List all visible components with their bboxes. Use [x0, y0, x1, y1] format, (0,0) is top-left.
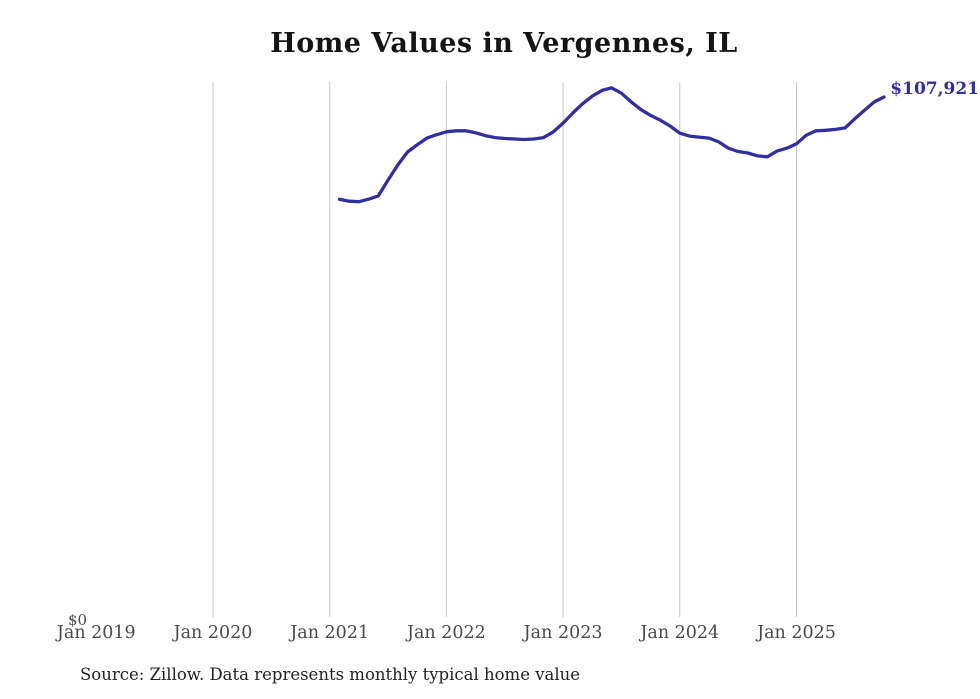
source-note: Source: Zillow. Data represents monthly … [80, 665, 581, 684]
year-gridlines [212, 82, 797, 617]
latest-value-label: $107,921 [890, 79, 979, 99]
x-tick-label: Jan 2021 [290, 623, 370, 643]
x-tick-label: Jan 2024 [640, 623, 720, 643]
y-axis-zero-label: $0 [68, 611, 88, 629]
x-tick-label: Jan 2020 [173, 623, 253, 643]
x-tick-label: Jan 2025 [757, 623, 836, 643]
x-tick-label: Jan 2022 [406, 623, 486, 643]
x-tick-label: Jan 2023 [523, 623, 603, 643]
home-value-line [337, 86, 886, 204]
chart-title: Home Values in Vergennes, IL [270, 28, 738, 59]
x-tick-label: Jan 2019 [56, 623, 136, 643]
